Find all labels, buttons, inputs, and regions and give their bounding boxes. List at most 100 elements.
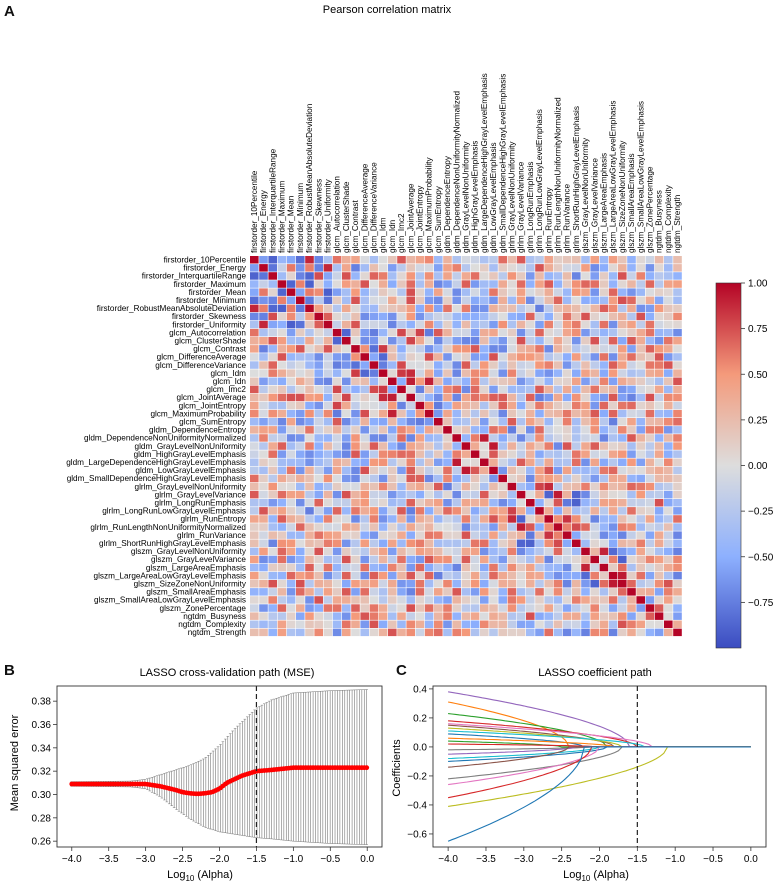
- heatmap-cell: [507, 426, 517, 434]
- heatmap-row-labels: firstorder_10Percentilefirstorder_Energy…: [66, 255, 247, 637]
- x-tick-label: −3.5: [476, 854, 496, 865]
- heatmap-cell: [406, 345, 415, 353]
- heatmap-cell: [434, 272, 443, 280]
- heatmap-cell: [636, 612, 645, 620]
- heatmap-cell: [608, 571, 618, 580]
- heatmap-cell: [415, 345, 425, 353]
- heatmap-cell: [535, 620, 544, 628]
- mse-ylabel: Mean squared error: [9, 714, 21, 811]
- heatmap-cell: [581, 580, 590, 588]
- heatmap-cell: [470, 337, 480, 345]
- heatmap-cell: [636, 353, 645, 361]
- heatmap-cell: [360, 515, 369, 523]
- heatmap-cell: [645, 547, 655, 556]
- heatmap-cell: [654, 320, 664, 329]
- heatmap-cell: [516, 450, 526, 458]
- heatmap-cell: [489, 328, 498, 337]
- heatmap-cell: [452, 280, 461, 288]
- heatmap-cells: [250, 256, 682, 637]
- heatmap-cell: [590, 296, 599, 304]
- colorbar: [715, 282, 742, 649]
- heatmap-cell: [645, 280, 655, 288]
- heatmap-cell: [461, 353, 471, 361]
- coef-ylabel: Coefficients: [391, 739, 403, 797]
- heatmap-cell: [314, 337, 323, 345]
- heatmap-cell: [268, 361, 277, 369]
- column-label: glszm_LargeAreaEmphasis: [600, 153, 609, 253]
- heatmap-cell: [351, 507, 360, 515]
- heatmap-cell: [314, 531, 323, 539]
- heatmap-cell: [599, 409, 609, 418]
- panel-label-c: C: [396, 662, 407, 679]
- row-label: firstorder_Energy: [183, 264, 247, 273]
- heatmap-cell: [434, 320, 443, 329]
- heatmap-cell: [342, 539, 351, 547]
- row-label: glrlm_ShortRunHighGrayLevelEmphasis: [99, 539, 246, 548]
- heatmap-cell: [369, 620, 379, 628]
- heatmap-cell: [360, 628, 369, 637]
- heatmap-cell: [599, 393, 609, 402]
- heatmap-cell: [259, 531, 268, 539]
- heatmap-cell: [498, 547, 507, 556]
- heatmap-cell: [645, 628, 655, 637]
- heatmap-cell: [664, 361, 673, 369]
- heatmap-cell: [424, 320, 434, 329]
- heatmap-cell: [608, 620, 618, 628]
- heatmap-cell: [544, 580, 553, 588]
- heatmap-cell: [636, 426, 645, 434]
- heatmap-cell: [489, 434, 498, 442]
- heatmap-cell: [406, 612, 415, 620]
- heatmap-cell: [424, 474, 434, 483]
- heatmap-cell: [507, 604, 517, 612]
- heatmap-cell: [314, 361, 323, 369]
- heatmap-cell: [470, 304, 480, 313]
- heatmap-cell: [452, 539, 461, 547]
- heatmap-cell: [424, 490, 434, 499]
- heatmap-cell: [516, 515, 526, 523]
- heatmap-cell: [286, 312, 296, 321]
- heatmap-cell: [406, 409, 415, 418]
- heatmap-cell: [544, 401, 553, 410]
- row-label: glszm_SizeZoneNonUniformity: [134, 579, 247, 588]
- heatmap-cell: [498, 580, 507, 588]
- heatmap-cell: [627, 280, 636, 288]
- heatmap-cell: [480, 523, 489, 531]
- heatmap-cell: [498, 369, 507, 377]
- heatmap-cell: [406, 393, 415, 402]
- heatmap-cell: [618, 458, 627, 466]
- heatmap-cell: [296, 523, 305, 531]
- heatmap-cell: [608, 555, 618, 564]
- heatmap-cell: [351, 288, 360, 296]
- heatmap-cell: [608, 393, 618, 402]
- column-label: glrlm_LongRunLowGrayLevelEmphasis: [535, 109, 544, 253]
- heatmap-cell: [296, 450, 305, 458]
- heatmap-cell: [480, 409, 489, 418]
- heatmap-cell: [314, 272, 323, 280]
- mse-panel: LASSO cross-validation path (MSE) −4.0 −3…: [9, 667, 383, 883]
- heatmap-cell: [581, 312, 590, 321]
- heatmap-cell: [489, 547, 498, 556]
- heatmap-cell: [654, 450, 664, 458]
- heatmap-cell: [323, 442, 333, 450]
- heatmap-cell: [553, 272, 563, 280]
- heatmap-cell: [636, 256, 645, 264]
- heatmap-cell: [480, 385, 489, 394]
- heatmap-cell: [286, 571, 296, 580]
- row-label: gldm_GrayLevelNonUniformity: [135, 442, 247, 451]
- heatmap-cell: [664, 531, 673, 539]
- heatmap-cell: [305, 596, 314, 604]
- heatmap-cell: [277, 547, 287, 556]
- heatmap-cell: [470, 450, 480, 458]
- heatmap-cell: [323, 345, 333, 353]
- heatmap-cell: [314, 571, 323, 580]
- x-tick-label: 0.0: [744, 854, 758, 865]
- heatmap-cell: [388, 515, 397, 523]
- column-label: glrlm_GrayLevelNonUniformity: [508, 141, 517, 253]
- row-label: gldm_HighGrayLevelEmphasis: [134, 450, 246, 459]
- heatmap-cell: [599, 401, 609, 410]
- heatmap-cell: [590, 458, 599, 466]
- heatmap-cell: [443, 466, 452, 475]
- column-label: glrlm_RunVariance: [563, 184, 572, 253]
- heatmap-cell: [544, 531, 553, 539]
- heatmap-cell: [618, 499, 627, 507]
